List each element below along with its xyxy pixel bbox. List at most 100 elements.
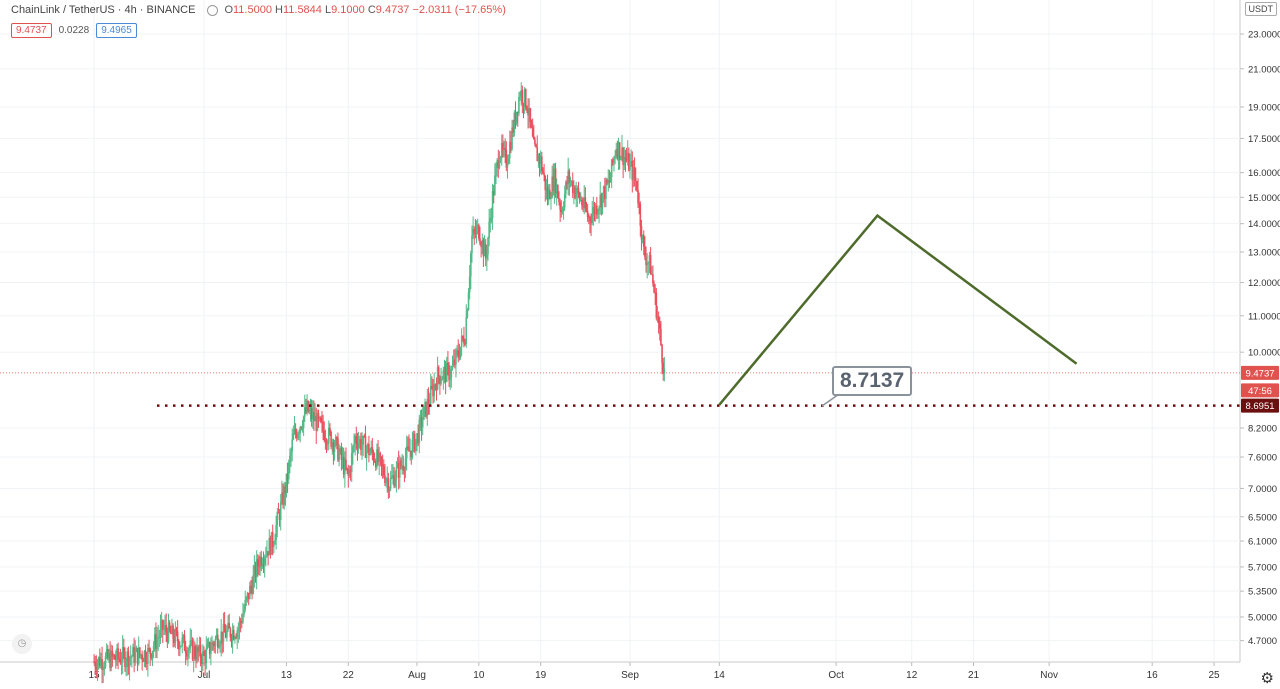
candle-body — [189, 640, 192, 649]
candle-body — [171, 625, 173, 634]
candle-body — [394, 479, 397, 487]
candle-body — [429, 386, 432, 404]
x-tick-label: Sep — [621, 670, 639, 681]
candle-body — [149, 648, 151, 654]
candle-body — [228, 623, 230, 629]
candle-body — [417, 433, 419, 444]
candle-body — [427, 398, 430, 405]
candle-body — [598, 207, 600, 211]
candle-body — [563, 193, 566, 208]
candle-body — [568, 170, 571, 183]
candle-body — [262, 564, 265, 566]
bid-price-badge[interactable]: 9.4737 — [11, 23, 52, 38]
x-tick-label: 19 — [535, 670, 547, 681]
candle-body — [216, 634, 219, 648]
candle-body — [507, 158, 510, 164]
candle-body — [617, 142, 620, 158]
candle-body — [111, 650, 114, 657]
candle-body — [322, 421, 324, 431]
candle-body — [644, 246, 646, 257]
x-tick-label: Nov — [1040, 670, 1058, 681]
candle-body — [520, 90, 523, 97]
candle-body — [151, 651, 154, 658]
candle-body — [310, 408, 313, 419]
candle-body — [650, 274, 653, 276]
candle-body — [545, 187, 548, 191]
candle-body — [311, 412, 314, 419]
x-tick-label: Jul — [198, 670, 211, 681]
candle-body — [326, 443, 329, 445]
candle-body — [354, 436, 356, 445]
candle-body — [140, 654, 142, 656]
candle-body — [434, 384, 437, 386]
candle-body — [229, 628, 232, 638]
candle-body — [142, 659, 145, 662]
candle-body — [660, 328, 662, 345]
candle-body — [179, 646, 181, 650]
candle-body — [663, 368, 666, 374]
candle-body — [581, 199, 583, 206]
candle-body — [158, 636, 161, 638]
candle-body — [210, 650, 212, 655]
candle-body — [531, 127, 534, 137]
candle-body — [413, 433, 416, 451]
candle-body — [411, 439, 414, 457]
candle-body — [113, 655, 116, 660]
tradingview-logo-icon[interactable]: ◷ — [12, 634, 32, 654]
candle-body — [136, 647, 139, 664]
symbol-title[interactable]: ChainLink / TetherUS · 4h · BINANCE — [11, 4, 196, 16]
candle-body — [465, 317, 468, 344]
price-callout[interactable]: 8.7137 — [832, 366, 913, 396]
price-label-text: 9.4737 — [1245, 368, 1274, 379]
candle-body — [458, 355, 461, 358]
candle-body — [196, 646, 198, 660]
candle-body — [295, 433, 298, 439]
candle-body — [275, 525, 277, 541]
settings-gear-icon[interactable]: ⚙ — [1260, 670, 1274, 687]
candle-body — [395, 467, 398, 480]
candle-body — [586, 210, 589, 217]
candle-body — [284, 486, 287, 494]
candle-body — [303, 407, 306, 417]
candle-body — [369, 451, 371, 456]
ask-price-badge[interactable]: 9.4965 — [96, 23, 137, 38]
candle-body — [299, 427, 301, 434]
candle-body — [368, 443, 370, 456]
candle-body — [470, 253, 472, 277]
candle-body — [559, 202, 561, 210]
candle-body — [535, 144, 537, 148]
candle-body — [616, 149, 619, 158]
candle-body — [263, 557, 266, 565]
candle-body — [141, 654, 143, 660]
candle-body — [595, 205, 598, 215]
candle-body — [180, 645, 182, 647]
candle-body — [100, 659, 102, 667]
candle-body — [115, 659, 117, 661]
open-value: 11.5000 — [233, 4, 272, 16]
candle-body — [101, 659, 103, 671]
candle-body — [500, 143, 503, 158]
candle-body — [424, 401, 426, 407]
x-tick-label: 21 — [968, 670, 980, 681]
candle-body — [393, 475, 395, 487]
candle-body — [222, 623, 225, 642]
candle-body — [396, 462, 399, 468]
currency-badge[interactable]: USDT — [1244, 2, 1277, 16]
candle-body — [274, 540, 276, 545]
y-tick-label: 16.0000 — [1248, 168, 1280, 179]
candle-body — [226, 630, 228, 638]
candle-body — [567, 170, 569, 185]
candle-body — [513, 112, 516, 133]
candle-body — [207, 642, 210, 645]
candle-body — [328, 427, 330, 444]
candle-body — [490, 217, 493, 219]
candle-body — [536, 147, 539, 162]
candle-body — [167, 622, 170, 642]
candle-body — [473, 229, 476, 232]
candle-body — [515, 111, 518, 124]
candle-body — [215, 634, 218, 639]
candle-body — [168, 622, 171, 630]
candle-body — [108, 653, 110, 659]
y-tick-label: 7.0000 — [1248, 484, 1277, 495]
